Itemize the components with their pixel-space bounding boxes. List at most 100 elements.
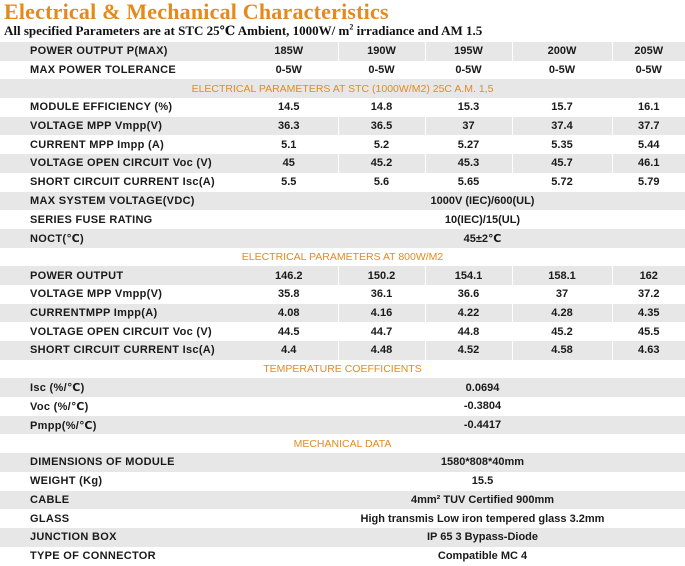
row-label: VOLTAGE OPEN CIRCUIT Voc (V) (0, 154, 240, 173)
row-label: VOLTAGE MPP Vmpp(V) (0, 116, 240, 136)
row-value: 195W (424, 42, 512, 61)
row-value: 36.1 (337, 284, 425, 304)
page-subtitle: All specified Parameters are at STC 25℃ … (4, 22, 483, 38)
row-value: 0-5W (337, 60, 425, 80)
section-title: TEMPERATURE COEFFICIENTS (263, 363, 422, 376)
row-value: 37.2 (611, 284, 685, 304)
page-title: Electrical & Mechanical Characteristics (4, 0, 389, 24)
row-label: CURRENT MPP Impp (A) (30, 138, 165, 151)
row-value: 45.2 (337, 154, 425, 173)
row-label: GLASS (30, 512, 70, 525)
row-value: 15.7 (511, 98, 612, 117)
section-title: ELECTRICAL PARAMETERS AT 800W/M2 (241, 250, 444, 263)
mechanical-row: WEIGHT (Kg) 15.5 (0, 472, 685, 491)
mechanical-row: DIMENSIONS OF MODULE 1580*808*40mm (0, 453, 685, 472)
row-value: 45.7 (511, 154, 612, 173)
row-value: 37.7 (611, 116, 685, 136)
row-value: 44.5 (278, 325, 300, 338)
mechanical-row: TYPE OF CONNECTOR Compatible MC 4 (0, 547, 685, 566)
section-temperature: TEMPERATURE COEFFICIENTS (0, 360, 685, 379)
row-label: Voc (%/℃) (30, 400, 89, 413)
row-value: 146.2 (240, 266, 338, 285)
max-power-tolerance-row: MAX POWER TOLERANCE 0-5W 0-5W 0-5W 0-5W 0-5W (0, 60, 685, 80)
row-label: MAX POWER TOLERANCE (30, 64, 177, 77)
power-output-header-row: POWER OUTPUT P(MAX) 185W 190W 195W 200W 205W (0, 42, 685, 61)
row-value: 14.5 (278, 101, 300, 114)
row-value: 4.58 (511, 341, 612, 360)
row-label: MODULE EFFICIENCY (%) (30, 101, 173, 114)
row-value: 0-5W (424, 60, 512, 80)
row-value: 36.5 (337, 116, 425, 136)
row-800: POWER OUTPUT 146.2 150.2 154.1 158.1 162 (0, 266, 685, 285)
row-800: VOLTAGE MPP Vmpp(V) 35.8 36.1 36.6 37 37.2 (0, 284, 685, 304)
mechanical-row: CABLE 4mm² TUV Certified 900mm (0, 490, 685, 510)
stc-row: VOLTAGE OPEN CIRCUIT Voc (V) 45 45.2 45.3 45… (0, 154, 685, 173)
row-value: 5.5 (281, 176, 297, 189)
row-value: 185W (240, 42, 338, 61)
row-label: Pmpp(%/℃) (0, 415, 240, 435)
row-label: VOLTAGE OPEN CIRCUIT Voc (V) (30, 325, 212, 338)
row-value: 37 (511, 284, 612, 304)
row-value: 4.52 (424, 341, 512, 360)
row-value: 5.44 (611, 135, 685, 155)
row-value: 45.2 (511, 322, 612, 341)
row-label: CURRENTMPP Impp(A) (0, 303, 240, 323)
row-label: SHORT CIRCUIT CURRENT Isc(A) (0, 341, 240, 360)
section-title: ELECTRICAL PARAMETERS AT STC (1000W/M2) … (0, 79, 685, 99)
row-label: TYPE OF CONNECTOR (30, 549, 156, 562)
row-value: 35.8 (278, 288, 300, 301)
row-value: 37 (424, 116, 512, 136)
row-label: MAX SYSTEM VOLTAGE(VDC) (0, 191, 240, 211)
row-value: 44.7 (337, 322, 425, 341)
row-value: 5.79 (611, 172, 685, 192)
row-value: 154.1 (424, 266, 512, 285)
row-value: 46.1 (611, 154, 685, 173)
row-value: 1000V (IEC)/600(UL) (240, 191, 685, 211)
row-label: Isc (%/℃) (0, 378, 240, 398)
row-value: 4.4 (240, 341, 338, 360)
section-mechanical: MECHANICAL DATA (0, 434, 685, 453)
row-value: 0-5W (611, 60, 685, 80)
stc-row: CURRENT MPP Impp (A) 5.1 5.2 5.27 5.35 5.44 (0, 135, 685, 155)
row-value: 10(IEC)/15(UL) (444, 213, 521, 226)
row-value: 4.63 (611, 341, 685, 360)
row-value: 5.35 (511, 135, 612, 155)
section-800: ELECTRICAL PARAMETERS AT 800W/M2 (0, 248, 685, 267)
row-value: 45 (240, 154, 338, 173)
spec-table: POWER OUTPUT P(MAX) 185W 190W 195W 200W 205W M… (0, 42, 685, 565)
row-label: CABLE (0, 490, 240, 510)
row-value: 5.1 (281, 138, 297, 151)
row-value: -0.3804 (463, 400, 502, 413)
row-value: 205W (611, 42, 685, 61)
row-value: 45±2℃ (240, 228, 685, 248)
row-value: 0-5W (511, 60, 612, 80)
row-value: IP 65 3 Bypass-Diode (240, 527, 685, 547)
row-value: High transmis Low iron tempered glass 3.… (360, 512, 605, 525)
row-label: DIMENSIONS OF MODULE (0, 453, 240, 472)
mechanical-row: JUNCTION BOX IP 65 3 Bypass-Diode (0, 527, 685, 547)
row-value: 45.3 (424, 154, 512, 173)
temperature-row: Isc (%/℃) 0.0694 (0, 378, 685, 398)
row-value: 4.48 (337, 341, 425, 360)
row-value: 5.65 (424, 172, 512, 192)
row-value: 162 (611, 266, 685, 285)
row-value: 45.5 (611, 322, 685, 341)
row-value: 200W (511, 42, 612, 61)
row-value: 0.0694 (240, 378, 685, 398)
row-label: SHORT CIRCUIT CURRENT Isc(A) (30, 176, 216, 189)
row-800: SHORT CIRCUIT CURRENT Isc(A) 4.4 4.48 4.52 4… (0, 341, 685, 360)
stc-row: VOLTAGE MPP Vmpp(V) 36.3 36.5 37 37.4 37.7 (0, 116, 685, 136)
row-value: 4mm² TUV Certified 900mm (240, 490, 685, 510)
system-row: SERIES FUSE RATING 10(IEC)/15(UL) (0, 210, 685, 229)
row-label: JUNCTION BOX (0, 527, 240, 547)
row-value: 1580*808*40mm (240, 453, 685, 472)
row-value: 150.2 (337, 266, 425, 285)
row-value: Compatible MC 4 (437, 549, 528, 562)
system-row: NOCT(℃) 45±2℃ (0, 228, 685, 248)
row-value: 4.22 (424, 303, 512, 323)
row-value: 15.3 (424, 98, 512, 117)
row-label: SERIES FUSE RATING (30, 213, 153, 226)
row-value: 5.27 (424, 135, 512, 155)
temperature-row: Voc (%/℃) -0.3804 (0, 397, 685, 416)
row-value: 158.1 (511, 266, 612, 285)
